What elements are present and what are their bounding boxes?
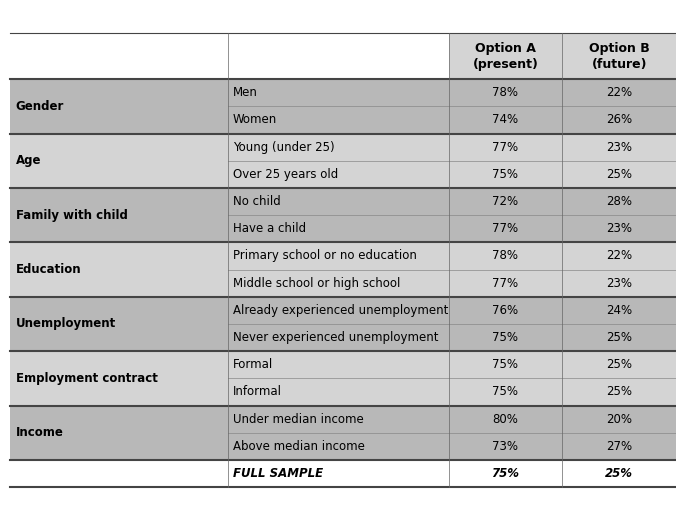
Text: 77%: 77%	[492, 141, 518, 154]
Bar	[10, 324, 676, 351]
Text: 25%: 25%	[607, 168, 632, 181]
Text: 78%: 78%	[492, 249, 518, 263]
Text: Have a child: Have a child	[233, 222, 306, 235]
Bar	[10, 106, 676, 134]
Text: Employment contract: Employment contract	[16, 372, 157, 385]
Text: 24%: 24%	[607, 304, 632, 317]
Bar	[562, 33, 676, 79]
Bar	[10, 378, 676, 406]
Text: Option A
(present): Option A (present)	[473, 42, 538, 70]
Bar	[10, 433, 676, 460]
Text: 75%: 75%	[492, 168, 518, 181]
Text: Formal: Formal	[233, 358, 273, 371]
Text: 25%: 25%	[607, 331, 632, 344]
Bar	[10, 270, 676, 297]
Text: Age: Age	[16, 154, 41, 167]
Text: 78%: 78%	[492, 86, 518, 99]
Bar	[10, 406, 676, 433]
Bar	[10, 297, 676, 324]
Text: 80%: 80%	[492, 413, 518, 426]
Bar	[10, 460, 676, 487]
Text: 75%: 75%	[492, 467, 520, 480]
Bar	[10, 79, 676, 106]
Text: 77%: 77%	[492, 277, 518, 290]
Bar	[10, 215, 676, 243]
Text: 25%: 25%	[605, 467, 633, 480]
Bar	[10, 33, 676, 79]
Text: 74%: 74%	[492, 114, 518, 126]
Text: Education: Education	[16, 263, 81, 276]
Text: 75%: 75%	[492, 358, 518, 371]
Text: 22%: 22%	[607, 86, 632, 99]
Text: Over 25 years old: Over 25 years old	[233, 168, 338, 181]
Bar	[449, 33, 562, 79]
Text: 75%: 75%	[492, 386, 518, 398]
Text: Women: Women	[233, 114, 277, 126]
Text: Unemployment: Unemployment	[16, 318, 116, 331]
Text: Under median income: Under median income	[233, 413, 364, 426]
Text: Primary school or no education: Primary school or no education	[233, 249, 417, 263]
Text: Income: Income	[16, 426, 64, 439]
Text: 22%: 22%	[607, 249, 632, 263]
Text: Already experienced unemployment: Already experienced unemployment	[233, 304, 449, 317]
Text: Middle school or high school: Middle school or high school	[233, 277, 400, 290]
Text: Men: Men	[233, 86, 258, 99]
Bar	[10, 134, 676, 161]
Text: Family with child: Family with child	[16, 209, 128, 222]
Text: 26%: 26%	[607, 114, 632, 126]
Text: Gender: Gender	[16, 100, 64, 113]
Text: FULL SAMPLE: FULL SAMPLE	[233, 467, 323, 480]
Bar	[10, 243, 676, 270]
Text: 27%: 27%	[607, 440, 632, 453]
Text: Young (under 25): Young (under 25)	[233, 141, 335, 154]
Text: 25%: 25%	[607, 386, 632, 398]
Text: 20%: 20%	[607, 413, 632, 426]
Text: 25%: 25%	[607, 358, 632, 371]
Text: 73%: 73%	[492, 440, 518, 453]
Bar	[10, 161, 676, 188]
Text: 23%: 23%	[607, 277, 632, 290]
Bar	[10, 188, 676, 215]
Bar	[10, 351, 676, 378]
Text: 23%: 23%	[607, 222, 632, 235]
Text: 28%: 28%	[607, 195, 632, 208]
Text: No child: No child	[233, 195, 281, 208]
Text: 23%: 23%	[607, 141, 632, 154]
Text: 75%: 75%	[492, 331, 518, 344]
Text: 77%: 77%	[492, 222, 518, 235]
Text: Option B
(future): Option B (future)	[589, 42, 650, 70]
Text: 76%: 76%	[492, 304, 518, 317]
Text: 72%: 72%	[492, 195, 518, 208]
Text: Above median income: Above median income	[233, 440, 365, 453]
Text: Never experienced unemployment: Never experienced unemployment	[233, 331, 438, 344]
Text: Informal: Informal	[233, 386, 282, 398]
